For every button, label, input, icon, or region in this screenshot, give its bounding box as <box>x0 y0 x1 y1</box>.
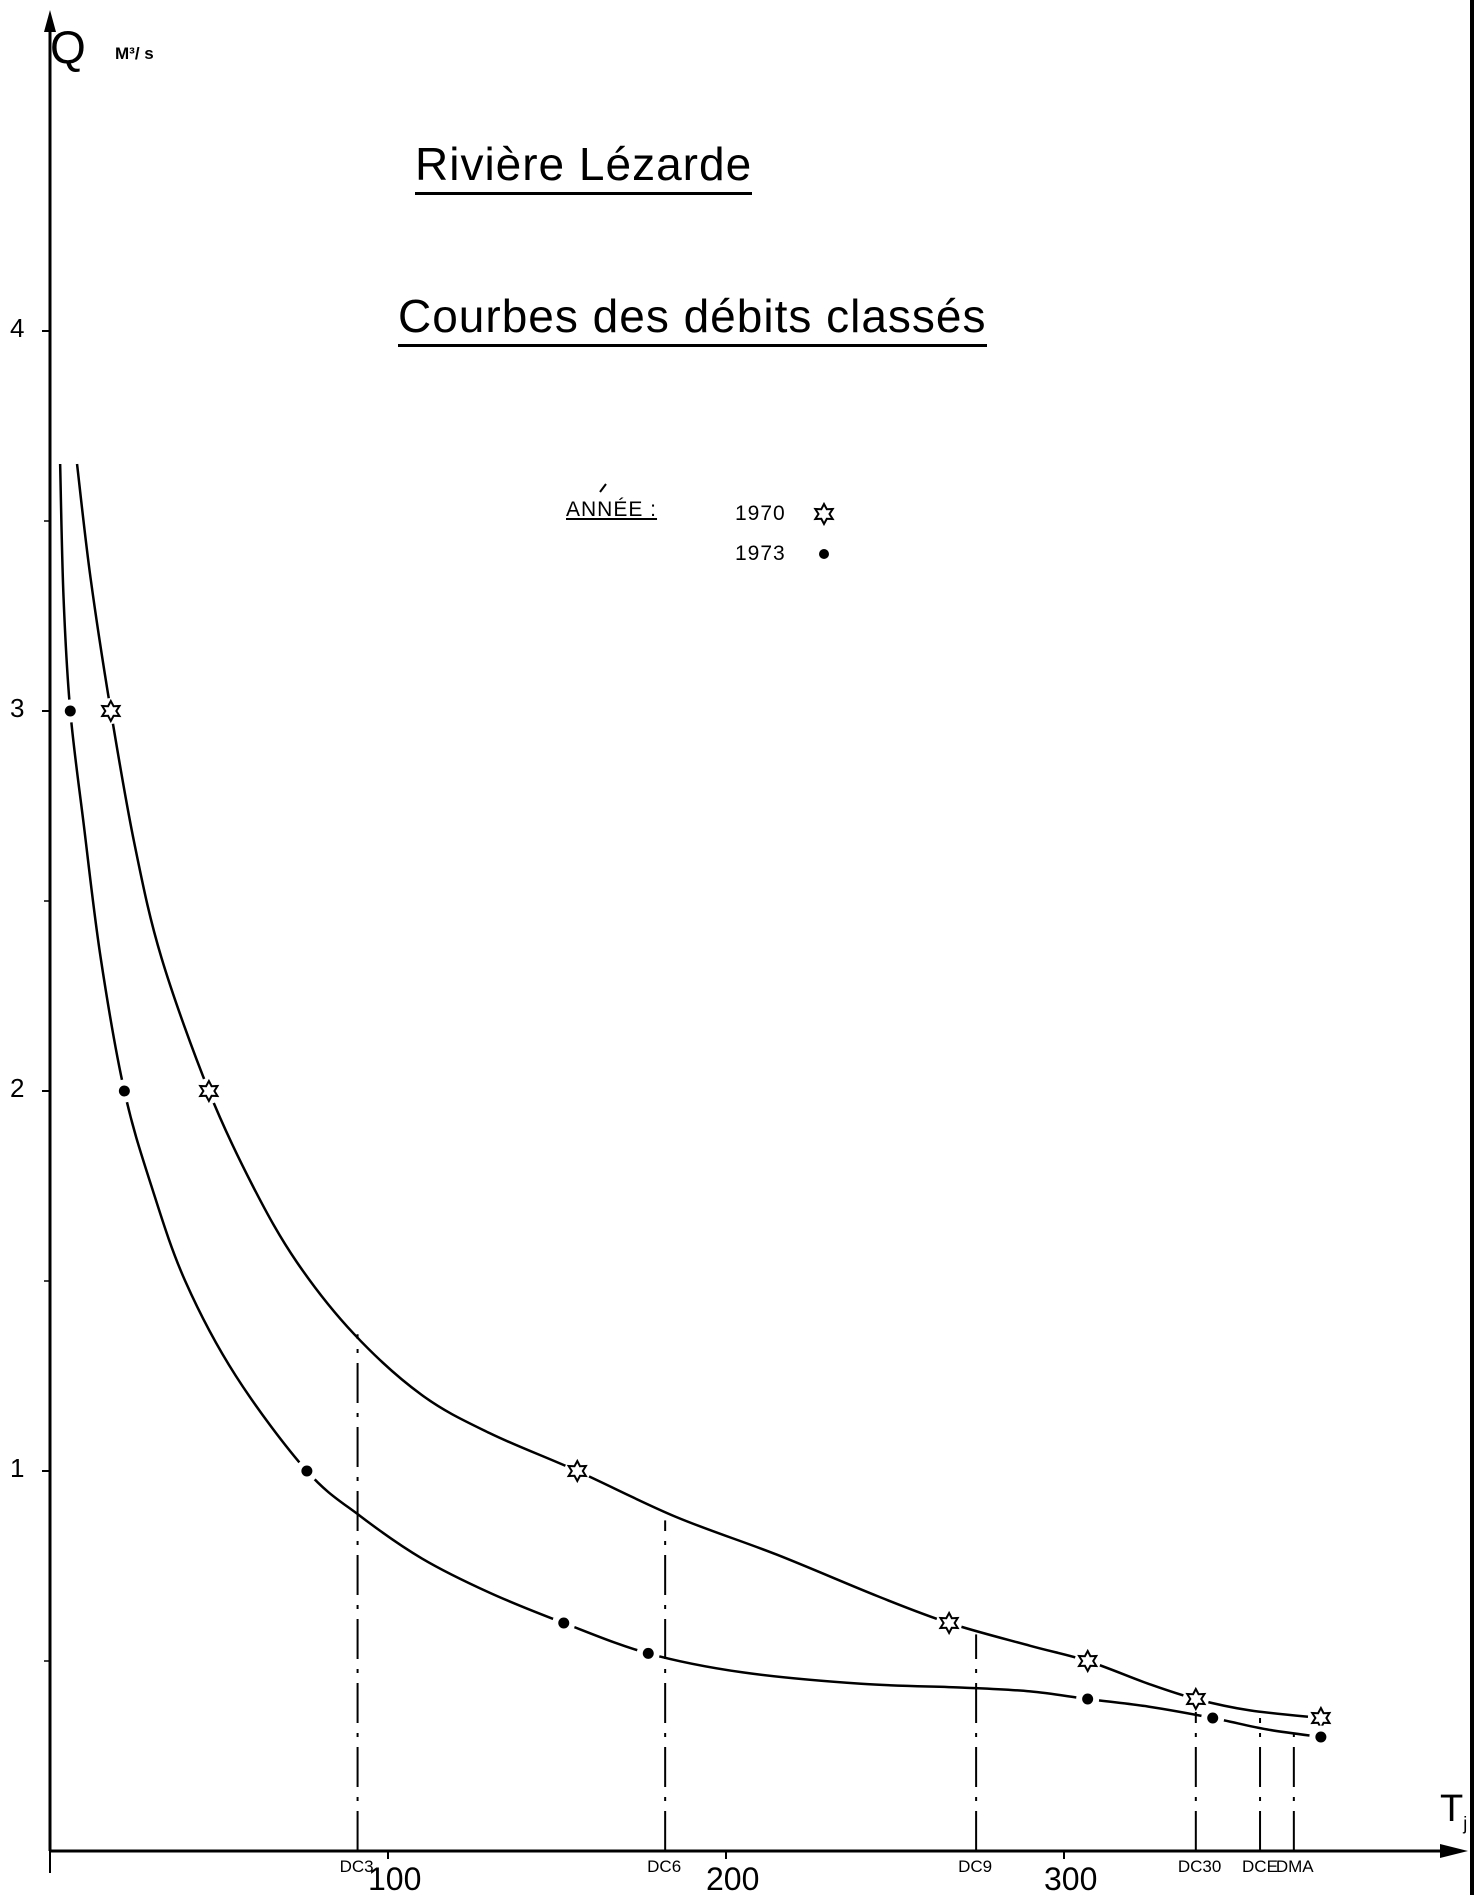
series-1973-point-7 <box>1315 1731 1327 1743</box>
series-1970-point-2 <box>566 1458 588 1484</box>
series-1973-point-4 <box>642 1647 654 1659</box>
series-1970-line <box>75 463 1322 1720</box>
legend-label-1970: 1970 <box>735 502 786 525</box>
chart-title: Rivière Lézarde <box>415 138 753 195</box>
y-axis-arrow <box>44 10 56 32</box>
ref-label-dc30: DC30 <box>1177 1857 1222 1876</box>
series-1973-point-3 <box>558 1617 570 1629</box>
series-1973-line <box>58 463 1322 1739</box>
legend-heading: ANNÉE : <box>566 498 658 521</box>
chart-subtitle: Courbes des débits classés <box>398 290 987 347</box>
y-tick-label-4: 4 <box>10 313 25 343</box>
series-1970-point-3 <box>938 1610 960 1636</box>
series-1973-point-1 <box>118 1085 130 1097</box>
x-tick-label-200: 200 <box>706 1861 760 1897</box>
series-1970-point-1 <box>198 1078 220 1104</box>
series-1973-point-6 <box>1207 1712 1219 1724</box>
series-1970-point-4 <box>1077 1648 1099 1674</box>
ref-label-dc6: DC6 <box>647 1857 682 1876</box>
ref-label-dc9: DC9 <box>958 1857 993 1876</box>
series-1973-point-5 <box>1082 1693 1094 1705</box>
x-tick-label-300: 300 <box>1044 1861 1098 1897</box>
frame-right-border <box>1470 0 1474 1895</box>
y-axis-unit: M³/ s <box>115 44 154 63</box>
y-tick-label-3: 3 <box>10 693 25 723</box>
ref-label-dce: DCE <box>1242 1857 1278 1876</box>
x-axis-label: Tj <box>1440 1788 1467 1835</box>
ref-label-dc3: DC3 <box>339 1857 374 1876</box>
x-axis-arrow <box>1440 1844 1468 1858</box>
y-axis-label: Q <box>50 21 86 73</box>
x-axis-label-sub: j <box>1463 1813 1468 1834</box>
x-axis-label-main: T <box>1440 1788 1464 1830</box>
y-tick-label-1: 1 <box>10 1453 25 1483</box>
legend-marker-1973 <box>819 549 829 559</box>
ref-label-dma: DMA <box>1275 1857 1314 1876</box>
legend-marker-1970 <box>813 501 835 527</box>
x-tick-label-100: 100 <box>368 1861 422 1897</box>
y-tick-label-2: 2 <box>10 1073 25 1103</box>
series-1970-point-5 <box>1185 1686 1207 1712</box>
series-1970-point-0 <box>100 698 122 724</box>
legend-label-1973: 1973 <box>735 542 786 565</box>
series-1973-point-2 <box>301 1465 313 1477</box>
legend-accent-mark <box>599 483 607 493</box>
series-1973-point-0 <box>64 705 76 717</box>
